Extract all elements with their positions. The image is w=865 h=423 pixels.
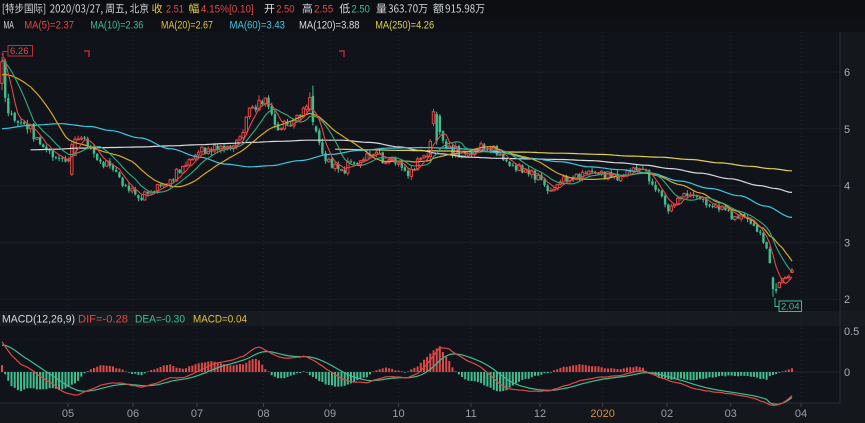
svg-text:DEA=-0.30: DEA=-0.30 — [135, 314, 185, 326]
svg-text:3: 3 — [844, 237, 850, 249]
svg-text:4.15%[0.10]: 4.15%[0.10] — [201, 4, 254, 16]
svg-text:03: 03 — [725, 408, 737, 420]
svg-text:2020: 2020 — [590, 408, 614, 420]
svg-text:2.55: 2.55 — [314, 4, 333, 16]
svg-text:02: 02 — [661, 408, 673, 420]
svg-text:0.5: 0.5 — [844, 326, 859, 338]
svg-text:2: 2 — [844, 294, 850, 306]
svg-text:12: 12 — [534, 408, 546, 420]
svg-text:MACD(12,26,9): MACD(12,26,9) — [2, 314, 75, 326]
svg-text:4: 4 — [844, 181, 850, 193]
svg-text:5: 5 — [844, 124, 850, 136]
svg-text:06: 06 — [127, 408, 139, 420]
svg-text:MA(5)=2.37: MA(5)=2.37 — [24, 20, 74, 32]
svg-text:MA: MA — [4, 20, 15, 32]
svg-text:MA(10)=2.36: MA(10)=2.36 — [90, 20, 143, 32]
svg-text:2.04: 2.04 — [781, 302, 800, 313]
svg-text:09: 09 — [324, 408, 336, 420]
svg-text:04: 04 — [795, 408, 807, 420]
svg-text:10: 10 — [392, 408, 404, 420]
svg-text:2.51: 2.51 — [166, 4, 184, 16]
svg-text:DIF=-0.28: DIF=-0.28 — [78, 314, 128, 326]
svg-text:2.50: 2.50 — [352, 4, 370, 16]
svg-text:6.26: 6.26 — [10, 46, 29, 57]
svg-text:05: 05 — [62, 408, 74, 420]
svg-text:MACD=0.04: MACD=0.04 — [193, 314, 247, 326]
svg-text:0: 0 — [844, 367, 850, 379]
svg-text:MA(20)=2.67: MA(20)=2.67 — [161, 20, 213, 32]
svg-text:MA(60)=3.43: MA(60)=3.43 — [230, 20, 286, 32]
svg-text:07: 07 — [191, 408, 203, 420]
svg-text:11: 11 — [465, 408, 476, 420]
svg-text:2.50: 2.50 — [276, 4, 294, 16]
svg-text:MA(120)=3.88: MA(120)=3.88 — [299, 20, 360, 32]
svg-text:MA(250)=4.26: MA(250)=4.26 — [375, 20, 434, 32]
svg-text:08: 08 — [257, 408, 269, 420]
svg-text:6: 6 — [844, 67, 850, 79]
